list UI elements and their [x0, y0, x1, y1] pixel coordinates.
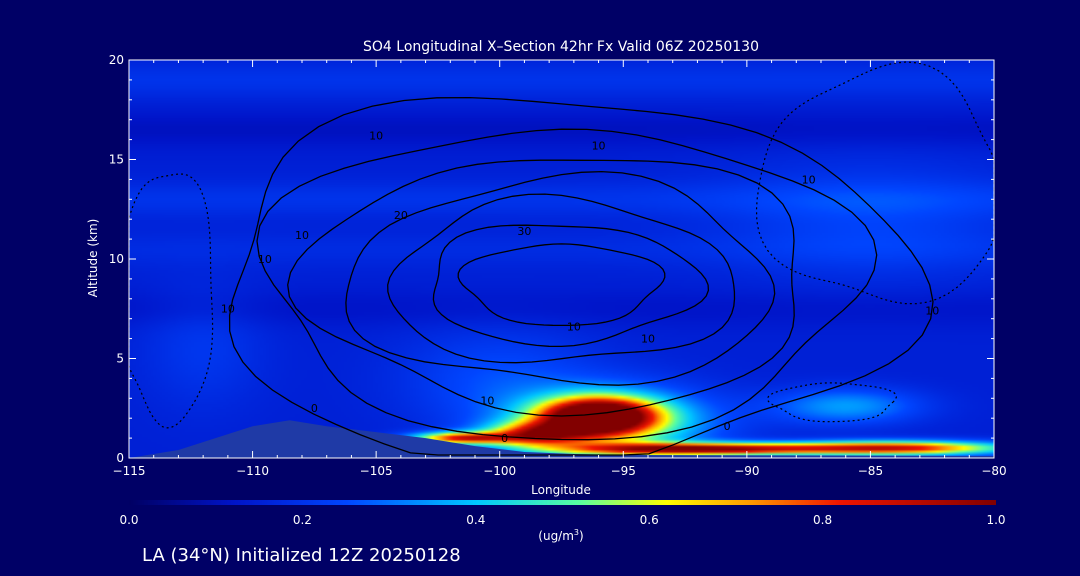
y-tick-label: 10 [109, 252, 124, 266]
contour-label: 0 [724, 420, 731, 433]
contour-label: 10 [592, 140, 606, 153]
x-axis-label: Longitude [531, 483, 591, 497]
footer-caption: LA (34°N) Initialized 12Z 20250128 [142, 545, 461, 566]
contour-label: 0 [501, 432, 508, 445]
contour-label: 30 [517, 225, 531, 238]
x-tick-label: −90 [734, 464, 759, 478]
colorbar-units: (ug/m3) [538, 528, 583, 543]
contour-line [287, 159, 795, 417]
contour-label: 10 [802, 173, 816, 186]
colorbar-ticks: 0.0 0.2 0.4 0.6 0.8 1.0 [119, 513, 1005, 527]
x-tick-label: −110 [236, 464, 269, 478]
y-tick-label: 20 [109, 53, 124, 67]
plot-area: 0 0 0 10 20 30 10 10 10 10 10 10 10 10 10 [128, 59, 995, 459]
colorbar-tick-label: 0.4 [466, 513, 485, 527]
contour-line [345, 170, 776, 386]
x-tick-label: −100 [483, 464, 516, 478]
contour-line-dashed [755, 61, 995, 305]
contour-line [432, 224, 710, 348]
y-tick-label: 0 [116, 451, 124, 465]
x-tick-label: −105 [360, 464, 393, 478]
contour-label: 10 [567, 321, 581, 334]
x-tick-label: −95 [611, 464, 636, 478]
contour-line [228, 96, 934, 456]
contour-label: 10 [258, 253, 272, 266]
contour-line [256, 128, 878, 441]
y-axis: 0 5 10 15 20 [109, 53, 994, 465]
concentration-field [129, 60, 994, 458]
contour-labels: 0 0 0 10 20 30 10 10 10 10 10 10 10 10 10 [221, 130, 939, 445]
contour-label: 10 [925, 305, 939, 318]
chart-title: SO4 Longitudinal X–Section 42hr Fx Valid… [363, 39, 759, 55]
terrain-shape [129, 420, 994, 458]
contour-line [457, 243, 666, 327]
contour-label: 10 [369, 130, 383, 143]
colorbar-tick-label: 0.2 [293, 513, 312, 527]
contour-label: 10 [295, 229, 309, 242]
contour-label: 10 [221, 303, 235, 316]
colorbar-tick-label: 1.0 [986, 513, 1005, 527]
colorbar-gradient [129, 500, 996, 505]
contour-label: 20 [394, 209, 408, 222]
units-close: ) [579, 529, 584, 543]
contour-label: 0 [311, 402, 318, 415]
contour-line [387, 193, 736, 364]
colorbar-tick-label: 0.6 [640, 513, 659, 527]
colorbar: 0.0 0.2 0.4 0.6 0.8 1.0 (ug/m3) [119, 500, 1006, 543]
colorbar-tick-label: 0.8 [813, 513, 832, 527]
y-axis-label: Altitude (km) [86, 219, 100, 298]
y-tick-label: 15 [109, 153, 124, 167]
wind-contours [128, 61, 995, 456]
x-tick-label: −80 [981, 464, 1006, 478]
x-tick-label: −115 [113, 464, 146, 478]
x-tick-label: −85 [858, 464, 883, 478]
y-tick-label: 5 [116, 352, 124, 366]
units-label: (ug/m [538, 529, 574, 543]
contour-label: 10 [641, 333, 655, 346]
x-axis: −115 −110 −105 −100 −95 −90 −85 −80 [113, 60, 1007, 478]
units-superscript: 3 [574, 528, 579, 537]
colorbar-tick-label: 0.0 [119, 513, 138, 527]
contour-label: 10 [480, 394, 494, 407]
